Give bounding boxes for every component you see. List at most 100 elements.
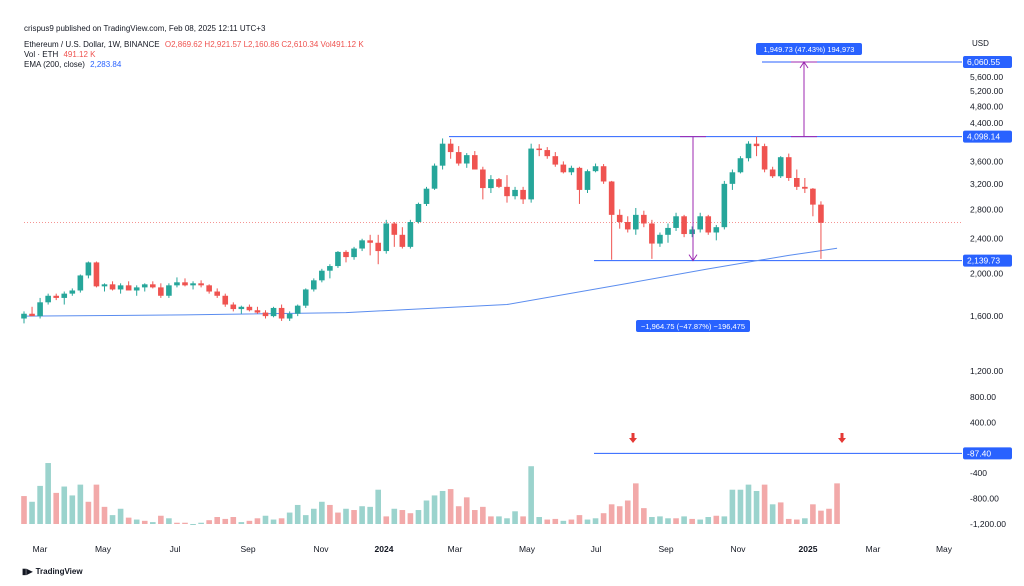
volume-bar [222, 518, 229, 524]
candle [254, 306, 261, 314]
volume-bar [657, 516, 663, 524]
candle [391, 222, 398, 247]
volume-bar [616, 506, 623, 524]
candle-body [109, 284, 116, 290]
candle-body [729, 172, 736, 184]
volume-bar [769, 504, 776, 524]
candle [294, 304, 301, 317]
candle [198, 280, 204, 288]
volume-axis[interactable]: 800.00 400.00 -87.40 -400 -800.00 -1,200.00 [963, 392, 1012, 529]
candle-body [101, 284, 108, 287]
candle [584, 169, 591, 194]
candle [624, 216, 631, 233]
candle [777, 156, 784, 178]
candle-body [721, 183, 728, 228]
measure-up-arrowhead [799, 61, 809, 69]
time-tick-3: Sep [240, 544, 255, 554]
candle-body [794, 177, 800, 187]
candle [697, 212, 703, 233]
candle-body [319, 270, 325, 281]
candle-body [351, 248, 357, 258]
candle-body [133, 287, 140, 291]
volume-bar [681, 516, 687, 524]
candle-body [254, 310, 261, 313]
price-level-label-10: 2,139.73 [967, 256, 1000, 266]
volume-bar [721, 516, 728, 524]
volume-bar [37, 485, 43, 524]
publish-info: crispus9 published on TradingView.com, F… [24, 24, 266, 33]
candle [190, 281, 196, 290]
volume-indicator-name[interactable]: Vol · ETH [24, 50, 59, 59]
ema-indicator-name[interactable]: EMA (200, close) [24, 60, 85, 69]
volume-bar [576, 515, 583, 524]
candle [270, 306, 277, 318]
candle [166, 283, 172, 298]
candle [109, 281, 116, 291]
currency-label: USD [972, 39, 989, 48]
volume-bar [93, 484, 100, 524]
price-tick-3: 4,800.00 [970, 101, 1003, 111]
candle-body [182, 282, 188, 286]
measure-tools[interactable]: 1,949.73 (47.43%) 194,973 −1,964.75 (−47.… [636, 43, 862, 332]
tradingview-logo[interactable]: ▮▶ TradingView [22, 567, 83, 576]
volume-bar [294, 504, 301, 524]
candle-body [560, 164, 567, 173]
price-tick-12: 1,600.00 [970, 311, 1003, 321]
candle-body [769, 169, 776, 177]
candle [101, 283, 108, 292]
candle [311, 278, 317, 292]
volume-bar [794, 519, 800, 524]
candle [174, 277, 180, 288]
candle [222, 293, 229, 307]
volume-bar [286, 512, 293, 524]
time-axis[interactable]: Mar May Jul Sep Nov 2024 Mar May Jul Sep Nov 2025 Ma… [33, 544, 953, 554]
candle-body [624, 222, 631, 230]
volume-level-label: -87.40 [967, 448, 991, 458]
volume-bar [447, 489, 454, 524]
candle-body [785, 157, 792, 178]
volume-bar [826, 508, 832, 524]
candle [810, 188, 816, 217]
candle-body [552, 156, 559, 165]
volume-bars [21, 463, 840, 525]
volume-bar [302, 515, 309, 524]
candle [745, 141, 752, 162]
candle [327, 264, 333, 279]
candle [447, 138, 454, 159]
volume-bar [375, 489, 381, 524]
volume-bar [584, 519, 591, 524]
ema-path [23, 247, 838, 317]
candle-body [230, 304, 237, 310]
candle-body [528, 148, 534, 200]
volume-bar [69, 495, 76, 524]
candle-body [641, 214, 647, 224]
candle-body [439, 143, 446, 166]
volume-bar [488, 516, 494, 524]
time-tick-8: Jul [591, 544, 602, 554]
horizontal-levels[interactable] [24, 61, 962, 454]
candle [560, 161, 567, 174]
candle-body [496, 179, 502, 187]
candle [375, 234, 381, 265]
candle-body [262, 312, 269, 317]
candle [335, 251, 341, 268]
candle-body [431, 165, 438, 189]
candle [286, 311, 293, 321]
volume-bar [61, 486, 68, 524]
candle-body [697, 216, 703, 230]
volume-bar [673, 518, 679, 524]
measure-down-arrowhead [688, 254, 698, 262]
candle [512, 186, 518, 200]
time-tick-12: Mar [866, 544, 881, 554]
candle [520, 186, 526, 204]
price-axis[interactable]: 6,060.55 5,600.00 5,200.00 4,800.00 4,400.00… [963, 56, 1012, 376]
price-tick-4: 4,400.00 [970, 118, 1003, 128]
candle-body [206, 285, 212, 292]
candle-body [713, 227, 720, 233]
volume-bar [335, 512, 341, 524]
volume-bar [125, 517, 132, 524]
time-tick-6: Mar [448, 544, 463, 554]
symbol-name[interactable]: Ethereum / U.S. Dollar, 1W, BINANCE [24, 40, 160, 49]
volume-bar [158, 515, 164, 524]
